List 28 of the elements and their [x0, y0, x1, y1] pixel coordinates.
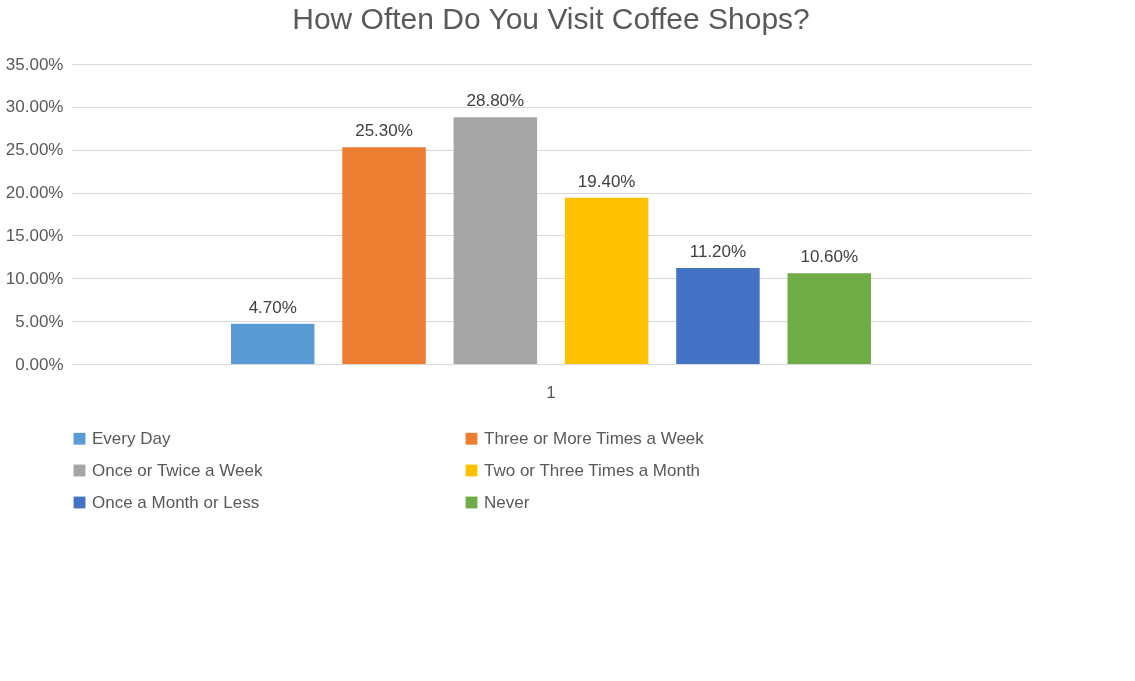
- data-label: 28.80%: [466, 91, 525, 111]
- y-tick-label: 35.00%: [5, 54, 64, 74]
- y-tick-label: 5.00%: [15, 311, 64, 331]
- legend-label: Once or Twice a Week: [92, 460, 263, 480]
- legend-label: Never: [484, 492, 530, 512]
- data-label: 25.30%: [355, 121, 413, 141]
- chart-title: How Often Do You Visit Coffee Shops?: [292, 2, 810, 35]
- data-label: 11.20%: [689, 242, 747, 261]
- x-tick-label: 1: [546, 382, 556, 402]
- bar: [787, 273, 871, 364]
- data-label: 4.70%: [248, 297, 297, 317]
- legend-label: Two or Three Times a Month: [484, 460, 701, 480]
- bar: [564, 197, 649, 364]
- legend-label: Once a Month or Less: [92, 492, 260, 512]
- bar: [676, 268, 760, 364]
- bar: [342, 147, 426, 364]
- y-tick-label: 10.00%: [5, 268, 64, 288]
- y-tick-label: 15.00%: [5, 225, 64, 245]
- y-tick-label: 25.00%: [5, 140, 64, 160]
- y-tick-label: 20.00%: [5, 183, 64, 203]
- y-tick-label: 0.00%: [15, 354, 64, 374]
- y-tick-label: 30.00%: [5, 97, 64, 117]
- bar: [453, 117, 538, 364]
- legend-label: Every Day: [92, 428, 171, 448]
- legend-label: Three or More Times a Week: [484, 428, 705, 448]
- bar: [231, 323, 315, 364]
- data-label: 10.60%: [800, 247, 859, 267]
- data-label: 19.40%: [577, 171, 636, 191]
